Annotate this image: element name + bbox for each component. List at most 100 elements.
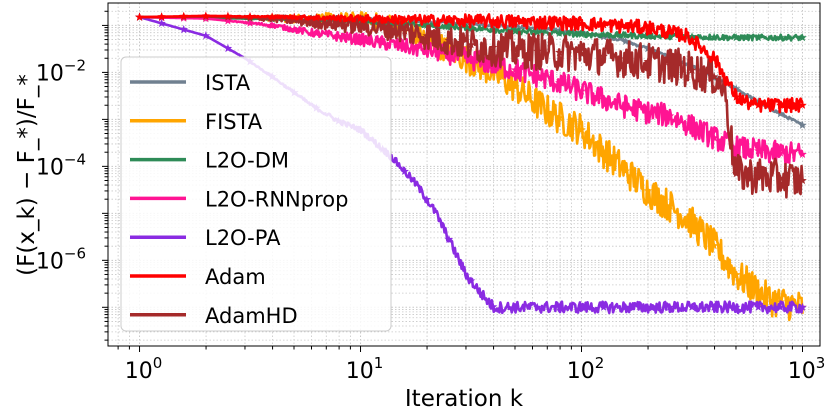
legend-item: Adam — [130, 265, 266, 289]
series-marker — [245, 18, 255, 27]
series-marker — [378, 14, 387, 23]
series-marker — [533, 27, 542, 36]
series-l2o-rnnprop — [135, 12, 807, 166]
x-axis-title: Iteration k — [405, 386, 524, 412]
series-marker — [776, 173, 785, 182]
series-marker — [665, 302, 675, 311]
series-marker — [223, 16, 233, 25]
series-marker — [643, 57, 653, 66]
series-marker — [731, 270, 741, 279]
series-marker — [687, 218, 697, 227]
series-marker — [731, 143, 741, 152]
series-marker — [621, 166, 630, 175]
series-marker — [599, 30, 608, 39]
series-marker — [378, 23, 387, 32]
legend-item: L2O-PA — [130, 226, 281, 250]
series-marker — [444, 15, 454, 25]
x-tick-label: 100 — [125, 354, 163, 384]
series-marker — [533, 302, 542, 311]
series-marker — [312, 13, 321, 22]
series-marker — [312, 17, 321, 26]
series-marker — [709, 53, 719, 62]
series-marker — [400, 15, 409, 24]
series-marker — [289, 24, 299, 34]
series-marker — [312, 28, 321, 38]
series-marker — [466, 40, 476, 49]
legend-label: Adam — [205, 265, 266, 289]
legend-label: L2O-DM — [205, 149, 289, 173]
legend-item: AdamHD — [130, 304, 298, 328]
series-marker — [621, 36, 630, 45]
series-marker — [555, 47, 564, 57]
series-marker — [179, 11, 189, 20]
series-marker — [179, 25, 189, 34]
series-marker — [621, 302, 630, 311]
series-marker — [510, 26, 520, 35]
series-marker — [665, 31, 675, 40]
series-marker — [555, 113, 564, 122]
series-marker — [201, 11, 211, 20]
series-marker — [643, 107, 653, 117]
series-marker — [488, 42, 498, 51]
series-marker — [422, 31, 432, 40]
series-marker — [135, 12, 144, 21]
series-marker — [267, 20, 277, 30]
x-tick-label: 101 — [346, 354, 384, 384]
legend-label: AdamHD — [205, 304, 298, 328]
series-marker — [665, 27, 675, 36]
series-marker — [555, 28, 564, 37]
series-marker — [665, 111, 675, 120]
series-marker — [466, 16, 476, 25]
plot-frame — [107, 2, 821, 347]
series-marker — [731, 302, 741, 311]
legend: ISTA FISTA L2O-DM L2O-RNNprop L2O-PA Adam Adam… — [120, 56, 392, 332]
series-marker — [798, 33, 807, 42]
axis-ticks: 100 101 102 103 10−2 10−4 10−6 — [36, 10, 826, 384]
series-marker — [621, 21, 630, 30]
series-marker — [709, 241, 719, 250]
series-marker — [665, 201, 675, 210]
series-marker — [334, 13, 343, 22]
series-marker — [643, 23, 653, 32]
series-marker — [223, 11, 233, 20]
legend-item: L2O-RNNprop — [130, 187, 348, 211]
x-tick-label: 102 — [567, 354, 605, 384]
series-marker — [687, 302, 697, 311]
series-marker — [709, 72, 719, 81]
series-marker — [334, 19, 343, 28]
series-marker — [599, 302, 608, 311]
series-marker — [754, 286, 763, 296]
series-marker — [555, 18, 564, 27]
series-marker — [201, 31, 211, 40]
series-marker — [378, 38, 387, 47]
series-marker — [798, 100, 807, 109]
series-marker — [798, 176, 807, 185]
series-marker — [157, 18, 166, 27]
series-marker — [510, 45, 520, 54]
series-marker — [289, 15, 299, 24]
series-marker — [599, 147, 608, 156]
series-marker — [356, 20, 365, 30]
series-marker — [466, 54, 476, 63]
series-marker — [356, 35, 365, 44]
series-lines — [135, 11, 807, 322]
series-marker — [798, 120, 807, 129]
x-tick-label: 103 — [788, 354, 826, 384]
series-marker — [356, 14, 365, 23]
series-marker — [621, 30, 630, 39]
series-marker — [422, 195, 432, 204]
series-marker — [510, 65, 520, 74]
series-marker — [400, 166, 409, 176]
series-marker — [223, 43, 233, 53]
series-marker — [643, 186, 653, 195]
series-marker — [709, 302, 719, 311]
series-marker — [754, 33, 763, 42]
series-marker — [577, 86, 586, 95]
series-marker — [776, 302, 785, 311]
y-tick-label: 10−2 — [36, 56, 86, 86]
legend-item: FISTA — [130, 110, 263, 134]
series-marker — [643, 302, 653, 311]
series-marker — [555, 302, 564, 311]
series-marker — [754, 171, 763, 180]
series-marker — [157, 12, 166, 21]
